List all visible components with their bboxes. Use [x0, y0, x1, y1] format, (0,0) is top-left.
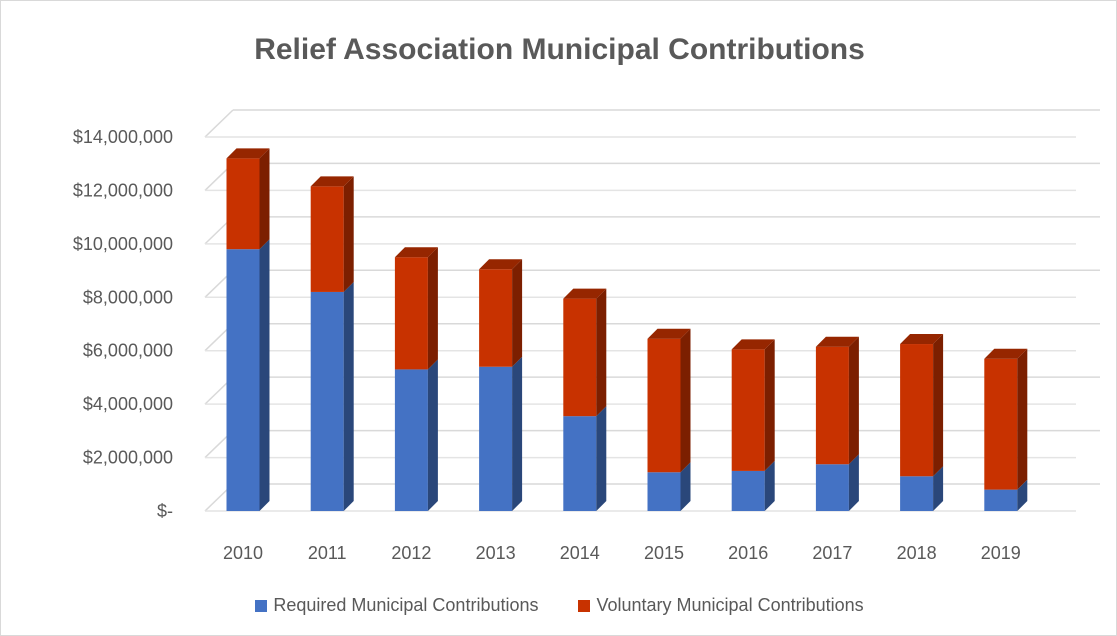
bar-side — [427, 359, 438, 511]
bar-side — [596, 288, 607, 417]
bar-2015-required — [647, 472, 681, 511]
bar-side — [512, 259, 523, 367]
bar-top — [984, 348, 1028, 359]
bar-side — [427, 247, 438, 370]
bar-2019-required — [984, 489, 1018, 511]
y-tick-label: $14,000,000 — [73, 127, 173, 147]
bar-top — [479, 259, 523, 270]
bar-2018-required — [900, 476, 934, 511]
y-axis: $- $2,000,000 $4,000,000 $6,000,000 $8,000,0… — [73, 127, 173, 521]
bar-2015-voluntary — [647, 338, 681, 473]
legend-label: Required Municipal Contributions — [273, 595, 539, 615]
bar-top — [310, 176, 354, 187]
x-tick-label: 2011 — [308, 543, 347, 563]
x-tick-label: 2010 — [223, 543, 263, 563]
bar-side — [933, 466, 944, 511]
bar-2011-voluntary — [310, 186, 344, 292]
x-tick-label: 2016 — [728, 543, 768, 563]
y-tick-label: $- — [157, 501, 173, 521]
legend-item: Required Municipal Contributions — [255, 595, 538, 616]
bar-2019-voluntary — [984, 358, 1018, 490]
legend-swatch — [578, 599, 591, 612]
bar-2010-required — [226, 249, 260, 511]
bar-top — [394, 247, 438, 258]
bar-side — [259, 239, 270, 511]
bar-2018-voluntary — [900, 344, 934, 477]
bar-top — [731, 339, 775, 350]
bar-top — [900, 334, 944, 345]
chart-legend: Required Municipal Contributions Voluntar… — [1, 595, 1117, 616]
bar-side — [680, 462, 691, 511]
bar-side — [343, 176, 354, 292]
bar-side — [764, 460, 775, 511]
x-tick-label: 2012 — [391, 543, 431, 563]
legend-label: Voluntary Municipal Contributions — [596, 595, 864, 615]
bar-top — [815, 336, 859, 347]
bar-top — [647, 328, 691, 339]
bar-top — [563, 288, 607, 299]
y-tick-label: $4,000,000 — [83, 394, 173, 414]
bar-side — [1017, 348, 1028, 490]
y-tick-label: $6,000,000 — [83, 341, 173, 361]
bar-2017-voluntary — [815, 346, 849, 465]
gridline-depth — [204, 109, 234, 138]
bar-side — [680, 328, 691, 473]
bars — [226, 148, 1028, 511]
x-tick-label: 2014 — [560, 543, 600, 563]
bar-side — [1017, 479, 1028, 511]
bar-side — [259, 148, 270, 250]
y-tick-label: $12,000,000 — [73, 180, 173, 200]
bar-side — [848, 336, 859, 465]
bar-2013-voluntary — [479, 269, 513, 367]
bar-2012-voluntary — [394, 257, 428, 370]
bar-2011-required — [310, 291, 344, 511]
y-tick-label: $10,000,000 — [73, 234, 173, 254]
y-tick-label: $2,000,000 — [83, 448, 173, 468]
x-tick-label: 2015 — [644, 543, 684, 563]
bar-2012-required — [394, 369, 428, 511]
x-tick-label: 2019 — [981, 543, 1021, 563]
bar-side — [933, 334, 944, 477]
chart-title: Relief Association Municipal Contributio… — [254, 33, 865, 66]
x-tick-label: 2013 — [476, 543, 516, 563]
legend-swatch — [255, 599, 268, 612]
bar-side — [848, 454, 859, 511]
x-tick-label: 2017 — [812, 543, 852, 563]
bar-side — [343, 281, 354, 511]
bar-2013-required — [479, 366, 513, 511]
bar-2014-required — [563, 416, 597, 511]
bar-side — [764, 339, 775, 471]
legend-item: Voluntary Municipal Contributions — [578, 595, 864, 616]
x-tick-label: 2018 — [897, 543, 937, 563]
bar-2014-voluntary — [563, 298, 597, 417]
bar-2016-voluntary — [731, 349, 765, 471]
bar-top — [226, 148, 270, 159]
bar-side — [596, 406, 607, 511]
bar-2016-required — [731, 470, 765, 511]
bar-side — [512, 356, 523, 511]
bar-2010-voluntary — [226, 158, 260, 250]
y-tick-label: $8,000,000 — [83, 287, 173, 307]
bar-2017-required — [815, 464, 849, 511]
